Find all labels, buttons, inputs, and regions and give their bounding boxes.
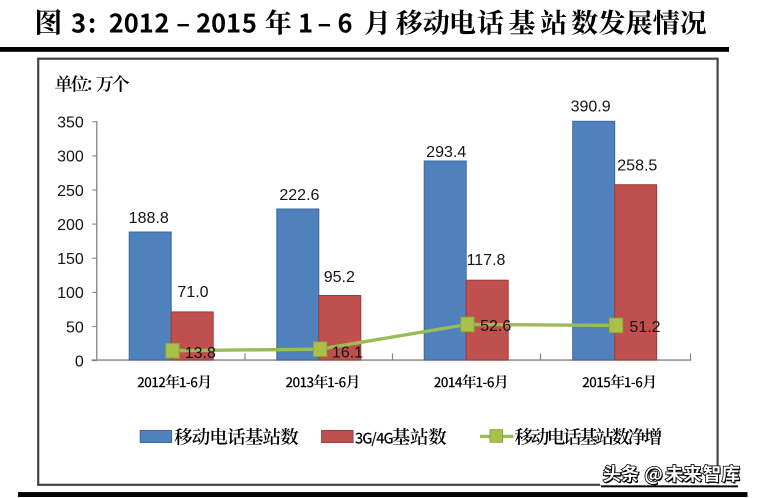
svg-text:258.5: 258.5: [617, 157, 657, 174]
svg-text:95.2: 95.2: [324, 269, 355, 286]
svg-text:0: 0: [75, 353, 84, 370]
svg-text:50: 50: [66, 319, 84, 336]
svg-text:222.6: 222.6: [279, 187, 319, 204]
svg-text:188.8: 188.8: [129, 210, 169, 227]
svg-text:150: 150: [57, 251, 84, 268]
svg-text:52.6: 52.6: [480, 318, 511, 335]
svg-text:350: 350: [57, 115, 84, 132]
svg-text:250: 250: [57, 183, 84, 200]
svg-text:100: 100: [57, 285, 84, 302]
svg-text:293.4: 293.4: [426, 144, 466, 161]
svg-text:390.9: 390.9: [571, 98, 611, 115]
svg-text:200: 200: [57, 217, 84, 234]
svg-text:71.0: 71.0: [177, 284, 208, 301]
svg-text:300: 300: [57, 149, 84, 166]
svg-text:16.1: 16.1: [332, 344, 363, 361]
svg-text:51.2: 51.2: [629, 319, 660, 336]
svg-text:117.8: 117.8: [467, 252, 506, 269]
svg-text:13.8: 13.8: [185, 345, 216, 362]
